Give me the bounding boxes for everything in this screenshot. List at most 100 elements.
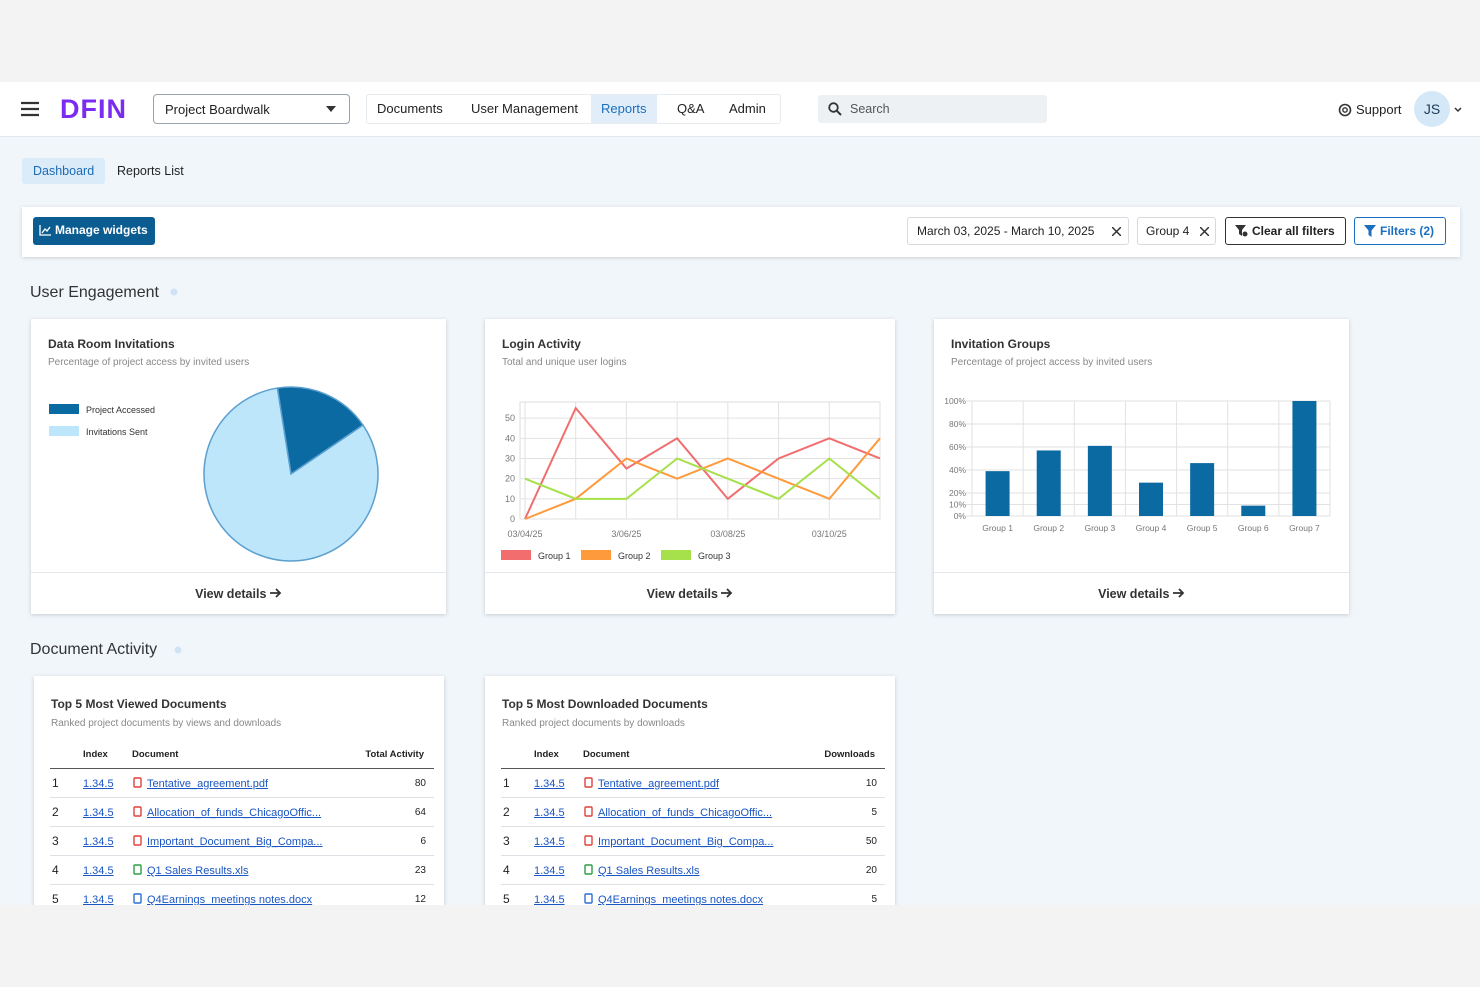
logo[interactable]: DFIN: [60, 94, 127, 124]
card-subtitle: Ranked project documents by downloads: [502, 718, 685, 729]
document-link[interactable]: Allocation_of_funds_ChicagoOffic...: [147, 807, 322, 819]
file-icon-shape: [133, 893, 142, 904]
chevron: [1454, 107, 1462, 113]
file-icon: [133, 806, 142, 817]
card-title: Data Room Invitations: [48, 337, 175, 351]
tab[interactable]: Dashboard: [22, 158, 106, 184]
nav-item[interactable]: Q&A: [677, 101, 705, 116]
file-icon-shape: [584, 777, 593, 788]
menu-icon[interactable]: [21, 101, 39, 117]
file-icon-shape: [584, 806, 593, 817]
file-icon-shape: [133, 806, 142, 817]
nav-item[interactable]: Admin: [729, 101, 766, 116]
file-icon: [133, 864, 142, 875]
value: 5: [871, 894, 877, 905]
value: 20: [865, 865, 877, 876]
nav: Documents User Management Reports Q&A Ad…: [366, 94, 781, 124]
rank: 2: [503, 805, 510, 819]
rank: 3: [503, 834, 510, 848]
section-title: User Engagement: [30, 284, 159, 301]
index-link[interactable]: 1.34.5: [534, 836, 565, 848]
filter-icon: [1364, 225, 1376, 237]
manage-widgets[interactable]: Manage widgets: [33, 217, 155, 245]
file-icon-shape: [133, 835, 142, 846]
nav-item[interactable]: User Management: [471, 101, 578, 116]
filter-chip[interactable]: March 03, 2025 - March 10, 2025: [907, 217, 1129, 245]
nav-item[interactable]: Reports: [591, 95, 657, 123]
search[interactable]: Search: [818, 95, 1047, 123]
table-row: 5 1.34.5 Q4Earnings_meetings notes.docx 5: [501, 885, 885, 905]
document-link[interactable]: Tentative_agreement.pdf: [598, 778, 720, 790]
view-details[interactable]: View details: [485, 572, 895, 614]
view-details[interactable]: View details: [934, 572, 1349, 614]
card-title: Invitation Groups: [951, 337, 1051, 351]
filter-chip[interactable]: Group 4: [1137, 217, 1216, 245]
document-link[interactable]: Important_Document_Big_Compa...: [598, 836, 774, 848]
file-icon-shape: [584, 864, 593, 875]
section-title: Document Activity: [30, 641, 158, 658]
link-label: View details: [1098, 587, 1170, 601]
value: 10: [865, 778, 877, 789]
index-link[interactable]: 1.34.5: [83, 807, 114, 819]
card-subtitle: Ranked project documents by views and do…: [51, 718, 282, 729]
arrow-icon: [721, 588, 733, 598]
column-header: Document: [583, 749, 630, 760]
header: DFIN Project Boardwalk Documents User Ma…: [0, 82, 1480, 137]
index-link[interactable]: 1.34.5: [83, 865, 114, 877]
card-subtitle: Percentage of project access by invited …: [951, 357, 1153, 368]
document-link[interactable]: Q1 Sales Results.xls: [598, 865, 700, 877]
index-link[interactable]: 1.34.5: [83, 836, 114, 848]
close-icon[interactable]: [1200, 227, 1209, 236]
rank: 4: [52, 863, 59, 877]
file-icon: [133, 893, 142, 904]
nav-item[interactable]: Documents: [377, 101, 443, 116]
chip-label: March 03, 2025 - March 10, 2025: [917, 224, 1095, 238]
document-link[interactable]: Q4Earnings_meetings notes.docx: [598, 894, 764, 905]
close-icon[interactable]: [1112, 227, 1121, 236]
tab[interactable]: Reports List: [117, 164, 184, 178]
document-link[interactable]: Important_Document_Big_Compa...: [147, 836, 323, 848]
table-row: 4 1.34.5 Q1 Sales Results.xls 23: [50, 856, 434, 885]
button-label: Filters (2): [1380, 224, 1435, 238]
card-title: Top 5 Most Downloaded Documents: [502, 697, 708, 711]
arrow-icon: [1172, 588, 1185, 598]
file-icon: [584, 893, 593, 904]
project-select[interactable]: Project Boardwalk: [153, 94, 350, 124]
table-row: 1 1.34.5 Tentative_agreement.pdf 10: [501, 769, 885, 798]
index-link[interactable]: 1.34.5: [534, 807, 565, 819]
avatar[interactable]: JS: [1414, 91, 1450, 127]
info-icon: [170, 288, 178, 296]
value: 23: [414, 865, 426, 876]
link-label: View details: [646, 587, 718, 601]
table-row: 3 1.34.5 Important_Document_Big_Compa... 6: [50, 827, 434, 856]
column-header: Index: [83, 749, 108, 760]
index-link[interactable]: 1.34.5: [534, 894, 565, 905]
document-link[interactable]: Q1 Sales Results.xls: [147, 865, 249, 877]
support[interactable]: Support: [1356, 102, 1402, 117]
file-icon: [584, 864, 593, 875]
filters[interactable]: Filters (2): [1354, 217, 1446, 245]
column-header: Total Activity: [365, 749, 424, 760]
index-link[interactable]: 1.34.5: [83, 894, 114, 905]
document-link[interactable]: Allocation_of_funds_ChicagoOffic...: [598, 807, 773, 819]
rank: 5: [52, 892, 59, 905]
filter-icon: [1235, 225, 1248, 237]
table-row: 2 1.34.5 Allocation_of_funds_ChicagoOffic.…: [50, 798, 434, 827]
file-icon-shape: [584, 835, 593, 846]
toolbar: Manage widgets March 03, 2025 - March 10…: [22, 207, 1460, 257]
table-card: Top 5 Most Viewed Documents Ranked proje…: [34, 676, 444, 905]
view-details[interactable]: View details: [31, 572, 446, 614]
table-row: 5 1.34.5 Q4Earnings_meetings notes.docx 12: [50, 885, 434, 905]
column-header: Document: [132, 749, 179, 760]
card-subtitle: Total and unique user logins: [502, 357, 627, 368]
document-link[interactable]: Q4Earnings_meetings notes.docx: [147, 894, 313, 905]
clear-filters[interactable]: Clear all filters: [1225, 217, 1346, 245]
card: Data Room Invitations Percentage of proj…: [31, 319, 446, 614]
support-icon: [1338, 103, 1352, 117]
index-link[interactable]: 1.34.5: [534, 865, 565, 877]
index-link[interactable]: 1.34.5: [83, 778, 114, 790]
index-link[interactable]: 1.34.5: [534, 778, 565, 790]
document-link[interactable]: Tentative_agreement.pdf: [147, 778, 269, 790]
button-label: Clear all filters: [1252, 224, 1335, 238]
